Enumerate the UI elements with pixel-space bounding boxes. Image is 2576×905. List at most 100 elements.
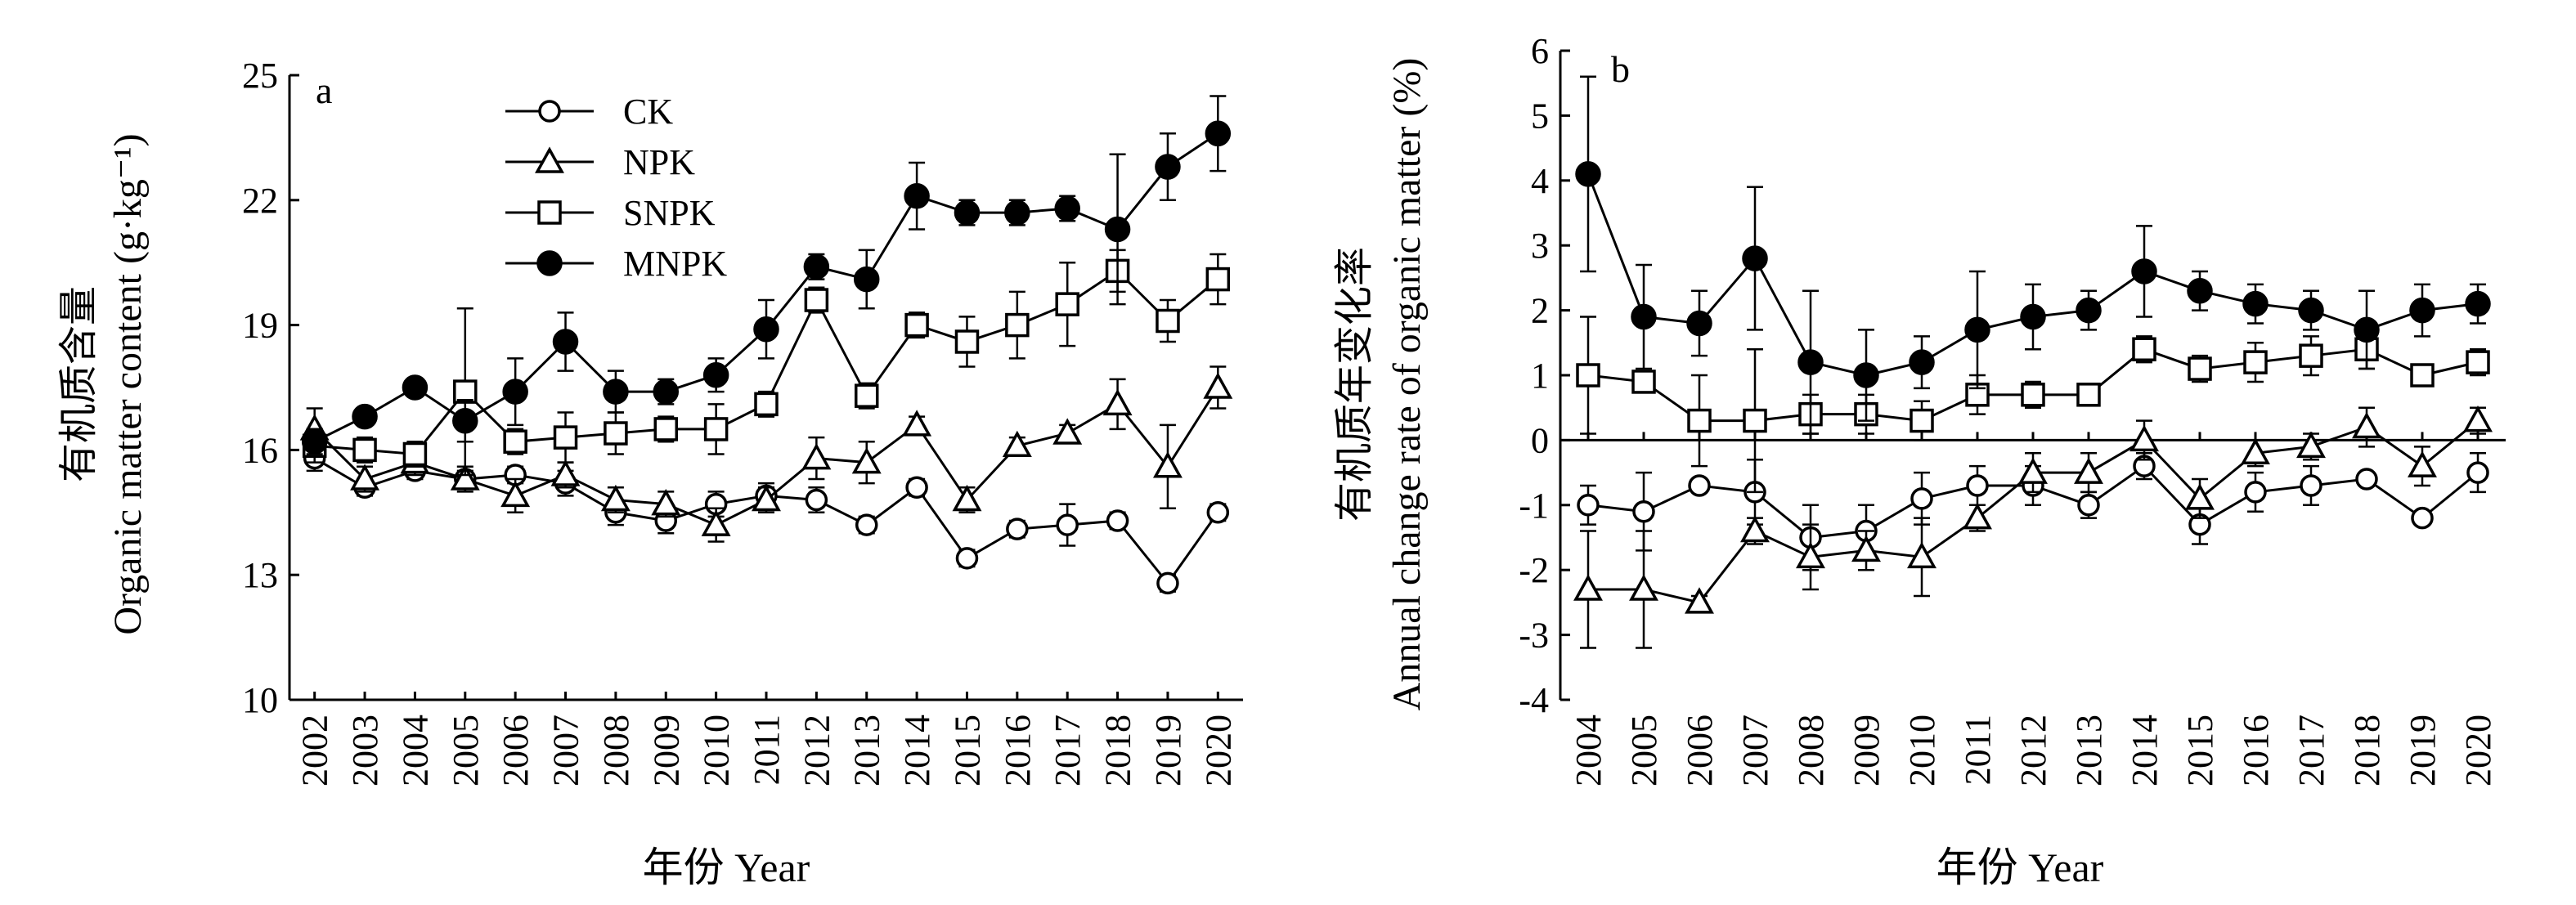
data-point-mnpk [702, 361, 729, 388]
data-point-npk [2018, 457, 2048, 484]
data-point-mnpk [2076, 297, 2102, 324]
panel-a-xtick-label: 2012 [797, 715, 837, 786]
data-point-snpk [2188, 356, 2212, 381]
data-point-snpk [2299, 343, 2323, 368]
data-point-npk [1573, 574, 1603, 601]
data-point-mnpk [1054, 195, 1080, 222]
legend-marker [535, 146, 564, 173]
data-point-npk [651, 489, 681, 516]
data-point-npk [701, 509, 731, 536]
data-point-mnpk [1155, 154, 1181, 180]
panel-a-xtick-label: 2010 [697, 715, 737, 786]
data-point-snpk [703, 417, 729, 441]
panel-a-series-snpk [302, 249, 1231, 477]
panel-a-xtick-label: 2019 [1148, 715, 1188, 786]
legend-marker [538, 100, 561, 123]
data-point-ck [805, 488, 828, 512]
panel-b-xtick-label: 2019 [2403, 715, 2443, 786]
data-point-mnpk [452, 407, 478, 434]
data-point-mnpk [301, 428, 328, 455]
data-point-npk [752, 484, 781, 512]
data-point-npk [952, 484, 982, 512]
panel-b-ylabel: Annual change rate of organic matter (%) [1385, 58, 1429, 711]
data-point-npk [2129, 424, 2159, 452]
data-point-npk [801, 442, 832, 470]
panel-b-ytick-label: -2 [1519, 550, 1549, 590]
panel-a-xtick-label: 2018 [1098, 715, 1138, 786]
data-point-npk [2352, 411, 2381, 439]
data-point-npk [1152, 451, 1183, 478]
legend-label: SNPK [623, 193, 716, 233]
data-point-mnpk [904, 182, 930, 209]
data-point-npk [1740, 515, 1770, 543]
data-point-mnpk [803, 253, 830, 280]
data-point-npk [550, 459, 581, 486]
series-line-ck [313, 457, 1219, 585]
panel-b-series-mnpk [1575, 75, 2491, 435]
panel-b-xtick-label: 2017 [2291, 715, 2331, 786]
panel-a-ytick-label: 19 [242, 306, 278, 346]
panel-a-ytick-label: 10 [242, 680, 278, 720]
panel-a-plot-area: 10 13 16 19 22 25 2002 2003 2004 2005 2006 2007 2008… [242, 56, 1243, 786]
data-point-ck [855, 513, 878, 536]
legend-item-npk: NPK [505, 142, 695, 182]
data-point-npk [2241, 437, 2270, 465]
data-point-npk [2408, 450, 2437, 477]
legend-item-ck: CK [505, 92, 673, 132]
data-point-snpk [1055, 292, 1079, 316]
data-point-mnpk [402, 374, 429, 401]
data-point-npk [2463, 405, 2493, 432]
panel-a-xtick-label: 2009 [646, 715, 686, 786]
panel-a-xtick-label: 2015 [947, 715, 987, 786]
panel-a-ytick-label: 13 [242, 555, 278, 595]
panel-b-xtick-label: 2010 [1902, 715, 1942, 786]
legend-label: MNPK [623, 244, 727, 284]
data-point-mnpk [2298, 297, 2324, 324]
data-point-mnpk [352, 403, 378, 430]
data-point-snpk [2132, 337, 2156, 361]
data-point-ck [1206, 501, 1230, 524]
data-point-mnpk [653, 379, 680, 405]
data-point-snpk [754, 392, 779, 417]
data-point-snpk [1631, 370, 1656, 394]
data-point-snpk [804, 288, 829, 312]
data-point-npk [1052, 418, 1083, 445]
panel-b-xtick-label: 2007 [1735, 715, 1775, 786]
legend-marker [536, 250, 563, 276]
data-point-mnpk [1631, 303, 1657, 330]
data-point-ck [1056, 513, 1079, 536]
panel-b-xtick-label: 2020 [2458, 715, 2498, 786]
panel-a-ytick-label: 16 [242, 430, 278, 470]
panel-a-xtick-label: 2017 [1048, 715, 1088, 786]
data-point-ck [1910, 487, 1933, 510]
panel-b-xlabel: 年份 Year [1936, 845, 2104, 890]
data-point-mnpk [1575, 161, 1601, 187]
panel-b-xtick-label: 2012 [2013, 715, 2053, 786]
data-point-snpk [1156, 308, 1180, 334]
data-point-mnpk [1004, 199, 1030, 226]
data-point-mnpk [502, 379, 528, 405]
series-line-snpk [314, 269, 1219, 456]
panel-b-ytick-label: 0 [1531, 420, 1549, 460]
data-point-mnpk [1797, 349, 1824, 375]
legend-marker [537, 200, 562, 225]
data-point-npk [1002, 430, 1032, 458]
panel-a-xtick-label: 2013 [847, 715, 887, 786]
legend-label: CK [623, 92, 673, 132]
data-point-snpk [653, 417, 679, 441]
panel-a-legend: CK NPK SNPK MNPK [505, 92, 727, 284]
panel-b: -4 -3 -2 -1 0 1 2 3 4 5 6 2004 2005 2006 2007 2008 2009 2… [1333, 31, 2506, 890]
data-point-npk [1685, 587, 1714, 614]
data-point-snpk [553, 425, 578, 450]
panel-b-ytick-label: 4 [1531, 161, 1549, 201]
panel-a-series-mnpk [301, 95, 1232, 455]
data-point-snpk [1687, 408, 1712, 433]
panel-a-xtick-label: 2006 [496, 715, 536, 786]
panel-b-xtick-label: 2008 [1791, 715, 1831, 786]
panel-a-label: a [316, 69, 332, 111]
data-point-ck [2077, 494, 2100, 517]
data-point-mnpk [1205, 120, 1232, 147]
data-point-npk [350, 464, 380, 491]
panel-a-xtick-label: 2004 [395, 715, 435, 786]
panel-a-ylabel-cn: 有机质含量 [57, 286, 101, 482]
